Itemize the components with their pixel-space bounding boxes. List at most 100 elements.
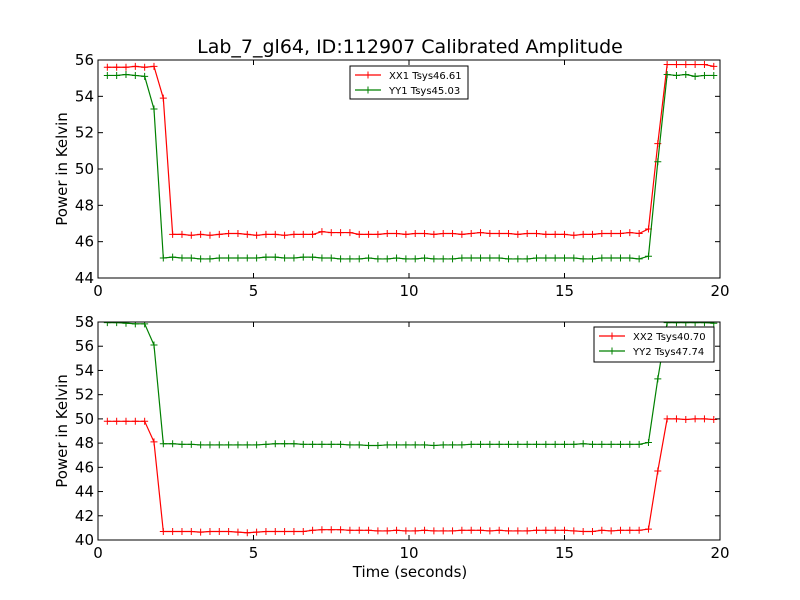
data-point: [449, 527, 457, 535]
legend-box: [593, 326, 715, 363]
data-point: [467, 440, 475, 448]
data-point: [477, 440, 485, 448]
data-point: [533, 229, 541, 237]
data-point: [616, 440, 624, 448]
data-point: [598, 526, 606, 534]
data-point: [579, 528, 587, 536]
data-point: [598, 440, 606, 448]
data-point: [635, 255, 643, 263]
data-point: [672, 322, 680, 327]
data-point: [253, 254, 261, 262]
data-point: [103, 71, 111, 79]
data-point: [644, 525, 652, 533]
data-point: [533, 440, 541, 448]
data-point: [346, 441, 354, 449]
y-tick-label: 54: [75, 87, 94, 105]
data-point: [421, 254, 429, 262]
data-point: [411, 229, 419, 237]
data-point: [271, 230, 279, 238]
y-tick-label: 50: [75, 410, 94, 428]
data-point: [421, 526, 429, 534]
data-point: [402, 527, 410, 535]
series-1-1: [103, 61, 718, 239]
chart-title: Lab_7_gl64, ID:112907 Calibrated Amplitu…: [197, 36, 623, 58]
y-tick-label: 54: [75, 361, 94, 379]
data-point: [644, 252, 652, 260]
data-point: [178, 440, 186, 448]
data-point: [439, 229, 447, 237]
data-point: [523, 229, 531, 237]
data-point: [514, 527, 522, 535]
data-point: [682, 415, 690, 423]
data-point: [682, 322, 690, 327]
data-point: [187, 231, 195, 239]
y-tick-label: 56: [75, 51, 94, 69]
data-point: [691, 415, 699, 423]
data-point: [271, 440, 279, 448]
data-point: [486, 440, 494, 448]
data-point: [449, 255, 457, 263]
data-point: [439, 527, 447, 535]
data-point: [131, 71, 139, 79]
data-point: [318, 526, 326, 534]
data-point: [178, 230, 186, 238]
data-point: [551, 526, 559, 534]
data-point: [290, 528, 298, 536]
data-point: [430, 230, 438, 238]
x-tick-label: 0: [93, 544, 103, 562]
y-tick-label: 44: [75, 269, 94, 287]
bottom-panel: 0 5 10 15 20 40 42 44 46 48 50 52 54 56 58 Power in Kel…: [53, 313, 730, 562]
data-point: [644, 439, 652, 447]
data-point: [579, 255, 587, 263]
data-point: [290, 440, 298, 448]
data-point: [206, 528, 214, 536]
data-point: [561, 440, 568, 448]
data-point: [374, 442, 382, 450]
data-point: [523, 440, 531, 448]
series-1-2: [103, 71, 718, 263]
data-point: [103, 322, 111, 327]
data-point: [551, 254, 559, 262]
data-point: [206, 441, 214, 449]
data-point: [626, 254, 634, 262]
data-point: [290, 230, 298, 238]
data-point: [430, 442, 438, 450]
data-point: [626, 229, 634, 237]
data-point: [533, 526, 541, 534]
data-point: [533, 254, 541, 262]
data-point: [514, 255, 522, 263]
data-point: [159, 254, 167, 262]
data-point: [393, 526, 401, 534]
data-point: [355, 526, 363, 534]
data-point: [682, 71, 690, 79]
data-point: [225, 229, 233, 237]
data-point: [682, 61, 690, 69]
legend-marker: [364, 71, 372, 79]
data-point: [150, 62, 158, 70]
data-point: [700, 415, 708, 423]
y-tick-label: 44: [75, 483, 94, 501]
data-point: [187, 440, 195, 448]
data-point: [402, 255, 410, 263]
data-point: [551, 230, 559, 238]
data-point: [122, 63, 130, 71]
data-point: [365, 254, 373, 262]
x-tick-label: 10: [399, 282, 418, 300]
data-point: [262, 528, 270, 536]
data-point: [439, 255, 447, 263]
data-point: [616, 526, 624, 534]
data-point: [421, 229, 429, 237]
legend-label: YY1 Tsys45.03: [388, 86, 460, 97]
data-point: [187, 254, 195, 262]
y-tick-label: 46: [75, 233, 94, 251]
data-point: [579, 230, 587, 238]
data-point: [449, 441, 457, 449]
data-point: [318, 254, 326, 262]
data-point: [234, 528, 242, 536]
data-point: [383, 441, 391, 449]
data-point: [477, 526, 485, 534]
data-point: [458, 230, 466, 238]
data-point: [616, 229, 624, 237]
data-point: [579, 440, 587, 448]
data-point: [570, 527, 578, 535]
